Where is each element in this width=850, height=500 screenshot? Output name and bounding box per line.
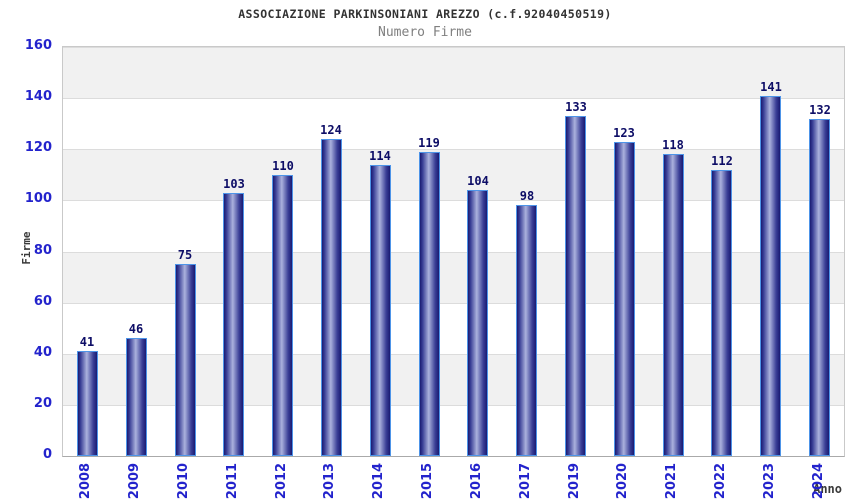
bar: [223, 193, 244, 456]
x-tick-label: 2015: [420, 462, 435, 500]
bar-value-label: 112: [711, 154, 733, 168]
gridline: [63, 149, 844, 151]
bar: [467, 190, 488, 456]
x-tick-label: 2021: [664, 462, 679, 500]
bar: [419, 152, 440, 456]
bar-value-label: 104: [467, 174, 489, 188]
bar-value-label: 103: [223, 177, 245, 191]
bar-value-label: 132: [809, 103, 831, 117]
bar-value-label: 98: [519, 189, 535, 203]
x-tick-label: 2020: [615, 462, 630, 500]
x-tick-label: 2022: [713, 462, 728, 500]
background-band: [63, 47, 844, 99]
bar-value-label: 110: [272, 159, 294, 173]
bar: [126, 338, 147, 456]
gridline: [63, 47, 844, 48]
y-tick-label: 100: [24, 191, 52, 206]
gridline: [63, 353, 844, 355]
bar-value-label: 119: [418, 136, 440, 150]
x-tick-label: 2019: [567, 462, 582, 500]
bar-value-label: 75: [177, 248, 193, 262]
bar: [809, 119, 830, 456]
x-tick-label: 2008: [78, 462, 93, 500]
x-axis-title: Anno: [813, 482, 842, 496]
bar: [614, 142, 635, 456]
x-tick-label: 2013: [322, 462, 337, 500]
x-tick-label: 2017: [518, 462, 533, 500]
gridline: [63, 98, 844, 100]
x-tick-label: 2010: [176, 462, 191, 500]
bar: [760, 96, 781, 456]
bar-value-label: 124: [320, 123, 342, 137]
x-tick-label: 2014: [371, 462, 386, 500]
x-tick-label: 2024: [811, 462, 826, 500]
bar: [321, 139, 342, 456]
bar: [711, 170, 732, 456]
bar: [565, 116, 586, 456]
y-tick-label: 160: [24, 38, 52, 53]
bar: [516, 205, 537, 456]
bar-value-label: 41: [79, 335, 95, 349]
x-tick-label: 2016: [469, 462, 484, 500]
gridline: [63, 200, 844, 202]
x-tick-label: 2009: [127, 462, 142, 500]
x-tick-label: 2011: [225, 462, 240, 500]
chart-title: ASSOCIAZIONE PARKINSONIANI AREZZO (c.f.9…: [238, 7, 612, 21]
bar-value-label: 118: [662, 138, 684, 152]
bar: [663, 154, 684, 456]
bar-value-label: 46: [128, 322, 144, 336]
gridline: [63, 302, 844, 304]
bar: [370, 165, 391, 456]
bar-value-label: 133: [565, 100, 587, 114]
bar: [272, 175, 293, 456]
chart-subtitle: Numero Firme: [378, 25, 472, 40]
y-tick-label: 80: [33, 243, 52, 258]
bar-value-label: 141: [760, 80, 782, 94]
bar-value-label: 114: [369, 149, 391, 163]
y-tick-label: 20: [33, 396, 52, 411]
gridline: [63, 251, 844, 253]
plot-area: 41 46 75 103 110 124 114 119 104 98 133 123 118 112 14…: [62, 46, 845, 457]
bar: [175, 264, 196, 456]
bar: [77, 351, 98, 456]
gridline: [63, 404, 844, 406]
bar-value-label: 123: [613, 126, 635, 140]
y-tick-label: 120: [24, 140, 52, 155]
y-tick-label: 0: [42, 447, 52, 462]
y-tick-label: 140: [24, 89, 52, 104]
x-tick-label: 2023: [762, 462, 777, 500]
y-tick-label: 40: [33, 345, 52, 360]
x-tick-label: 2012: [274, 462, 289, 500]
y-tick-label: 60: [33, 294, 52, 309]
